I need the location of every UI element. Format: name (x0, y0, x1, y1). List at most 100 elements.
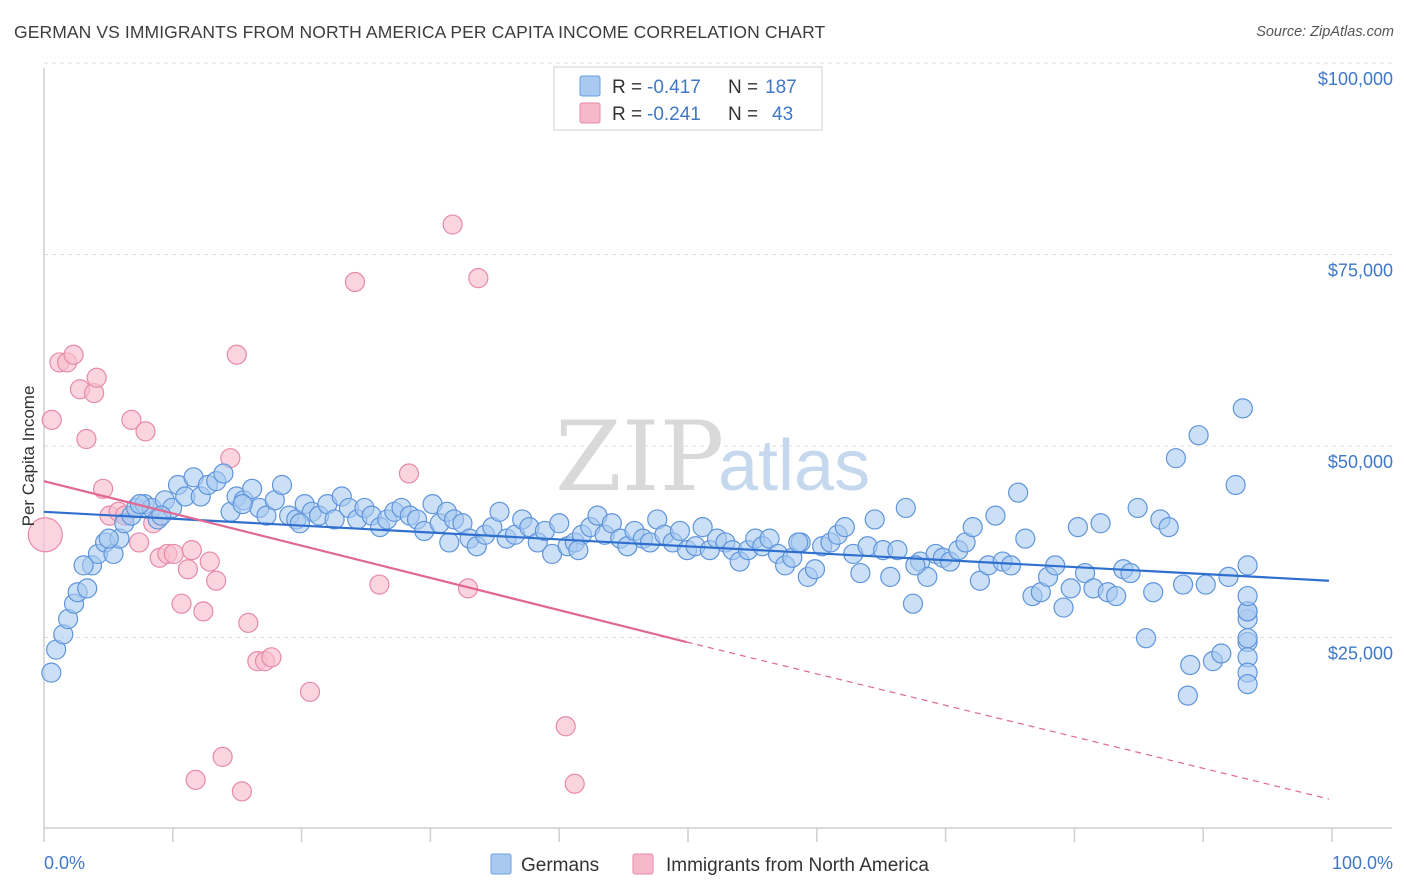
immigrants-point (206, 570, 227, 591)
immigrants-point (171, 593, 192, 614)
germans-point (1120, 562, 1141, 584)
immigrants-point (128, 532, 150, 553)
immigrants-point (226, 344, 247, 365)
x-tick-marks (43, 828, 1333, 842)
germans-point (232, 494, 253, 515)
germans-point (324, 509, 345, 530)
germans-point (489, 501, 510, 522)
germans-point (1188, 425, 1209, 446)
source-label: Source: ZipAtlas.com (1256, 24, 1394, 40)
germans-point (1232, 398, 1253, 419)
germans-point (1135, 628, 1157, 649)
legend-box: R = -0.417 N = 187 R = -0.241 N = 43 (553, 66, 823, 131)
watermark-zip: ZIP (555, 401, 724, 513)
immigrants-trend-line-extension (686, 641, 1330, 800)
germans-point (1180, 654, 1201, 676)
germans-point (1165, 448, 1186, 469)
germans-point (1237, 674, 1258, 695)
legend-swatch-immigrants (579, 102, 601, 124)
immigrants-point (193, 601, 214, 622)
germans-point (1067, 517, 1088, 538)
germans-point (880, 566, 901, 588)
germans-point (1015, 528, 1036, 549)
germans-point (1237, 628, 1258, 649)
germans-point (887, 539, 908, 561)
germans-point (850, 562, 871, 584)
germans-point (1053, 597, 1074, 618)
germans-point (759, 528, 780, 549)
immigrants-point (86, 367, 107, 388)
y-tick-label-3: $100,000 (1318, 69, 1393, 89)
germans-point (962, 517, 983, 538)
legend-r-label-2: R = (612, 104, 642, 125)
immigrants-point (27, 517, 63, 553)
germans-point (242, 478, 263, 499)
immigrants-point (121, 409, 142, 430)
germans-point (256, 505, 277, 526)
immigrants-point (185, 769, 206, 790)
immigrants-point (555, 716, 576, 737)
germans-point (271, 474, 293, 496)
bottom-legend-swatch-immigrants (632, 853, 654, 875)
immigrants-point (398, 463, 420, 484)
germans-point (77, 578, 98, 599)
legend-n-value-1: 187 (765, 77, 797, 98)
germans-point (41, 662, 62, 683)
immigrants-point (238, 612, 259, 633)
watermark-atlas: atlas (718, 426, 870, 506)
immigrants-point (93, 478, 114, 499)
germans-point (98, 528, 119, 549)
germans-point (213, 463, 234, 484)
immigrants-point (564, 773, 585, 794)
immigrants-point (231, 781, 252, 802)
legend-n-value-2: 43 (772, 104, 793, 125)
bottom-legend: Germans Immigrants from North America (490, 853, 929, 876)
bottom-legend-swatch-germans (490, 853, 512, 875)
immigrants-point (199, 551, 220, 572)
bottom-legend-immigrants: Immigrants from North America (666, 855, 929, 876)
germans-point (834, 517, 855, 538)
bottom-legend-germans: Germans (521, 855, 599, 876)
immigrants-point (261, 647, 282, 668)
chart-title: GERMAN VS IMMIGRANTS FROM NORTH AMERICA … (14, 22, 826, 42)
germans-point (1127, 497, 1148, 519)
germans-point (1225, 474, 1246, 496)
germans-point (73, 555, 94, 576)
legend-r-label-1: R = (612, 77, 642, 98)
immigrants-point (181, 539, 202, 561)
germans-point (1060, 578, 1081, 599)
immigrants-point (177, 559, 199, 580)
germans-point (985, 505, 1006, 526)
germans-point (1000, 555, 1022, 576)
y-axis-label: Per Capita Income (19, 386, 38, 527)
germans-point (1008, 482, 1029, 503)
germans-point (864, 509, 885, 530)
germans-point (692, 517, 713, 538)
gridlines (44, 62, 1392, 638)
immigrants-trend-line (43, 480, 687, 644)
germans-point (1090, 513, 1111, 534)
immigrants-point (63, 344, 84, 365)
germans-point (1172, 574, 1194, 595)
trend-lines (43, 480, 1330, 800)
immigrants-point (212, 746, 233, 768)
immigrants-point (76, 428, 97, 450)
germans-point (895, 497, 916, 519)
y-tick-label-2: $75,000 (1328, 261, 1393, 281)
immigrants-points (27, 214, 585, 802)
immigrants-point (344, 271, 366, 293)
germans-point (601, 513, 622, 534)
y-tick-label-0: $25,000 (1328, 644, 1393, 664)
germans-point (669, 520, 691, 542)
germans-point (1106, 585, 1127, 607)
immigrants-point (41, 409, 62, 430)
germans-point (804, 559, 826, 580)
germans-point (969, 570, 991, 591)
germans-trend-line (43, 510, 1330, 582)
legend-r-value-1: -0.417 (647, 77, 701, 98)
immigrants-point (163, 543, 184, 565)
germans-point (1237, 585, 1258, 607)
germans-point (1237, 555, 1258, 576)
germans-point (902, 593, 924, 614)
